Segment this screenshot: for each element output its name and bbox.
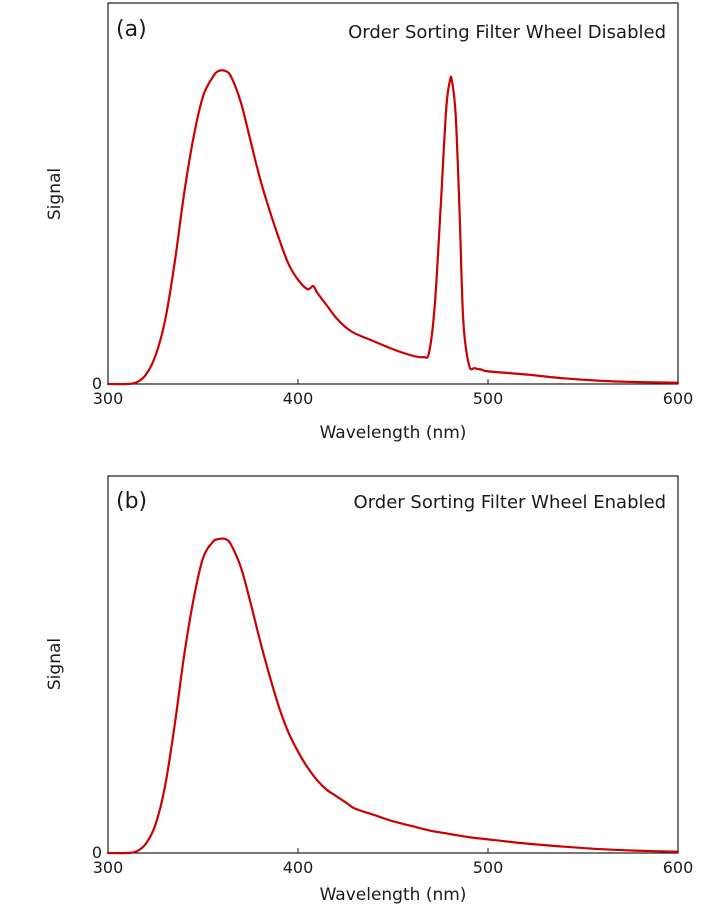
chart-title: Order Sorting Filter Wheel Enabled bbox=[354, 492, 666, 513]
x-tick-label: 400 bbox=[283, 858, 314, 877]
plot-frame bbox=[107, 475, 679, 854]
x-ticks: 300 400 500 600 bbox=[93, 379, 694, 408]
series-group bbox=[106, 537, 680, 855]
panel-a: (a) Order Sorting Filter Wheel Disabled … bbox=[45, 2, 694, 443]
x-axis-label: Wavelength (nm) bbox=[320, 885, 467, 905]
plot-frame bbox=[107, 2, 679, 385]
x-tick-label: 600 bbox=[663, 389, 694, 408]
y-axis-label: Signal bbox=[45, 168, 65, 220]
x-ticks: 300 400 500 600 bbox=[93, 848, 694, 877]
x-tick-label: 500 bbox=[473, 389, 504, 408]
x-tick-label: 600 bbox=[663, 858, 694, 877]
x-tick-label: 500 bbox=[473, 858, 504, 877]
signal-series-line bbox=[106, 69, 680, 386]
series-group bbox=[106, 69, 680, 386]
x-tick-label: 300 bbox=[93, 858, 124, 877]
y-tick-label: 0 bbox=[92, 374, 102, 393]
panel-b: (b) Order Sorting Filter Wheel Enabled S… bbox=[45, 475, 694, 905]
panel-label: (b) bbox=[116, 489, 147, 514]
x-tick-label: 400 bbox=[283, 389, 314, 408]
x-tick-label: 300 bbox=[93, 389, 124, 408]
panel-label: (a) bbox=[116, 17, 147, 42]
y-axis-label: Signal bbox=[45, 638, 65, 690]
signal-series-line bbox=[106, 537, 680, 855]
x-axis-label: Wavelength (nm) bbox=[320, 423, 467, 443]
y-tick-label: 0 bbox=[92, 843, 102, 862]
chart-title: Order Sorting Filter Wheel Disabled bbox=[348, 22, 666, 43]
